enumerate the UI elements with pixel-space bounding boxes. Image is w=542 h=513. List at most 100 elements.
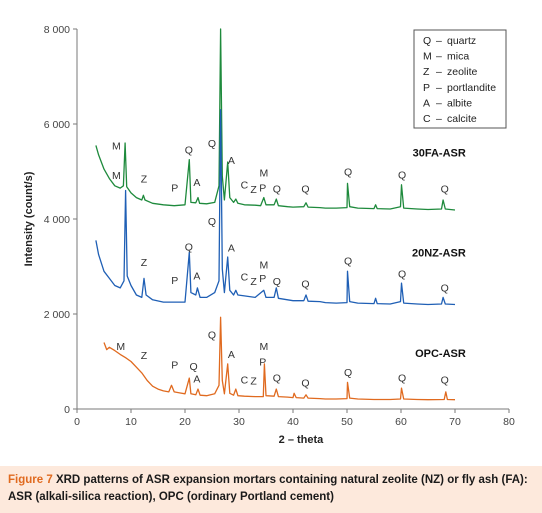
peak-annotation: P (171, 183, 178, 195)
peak-annotation: Q (273, 373, 281, 385)
peak-annotation: A (228, 243, 235, 255)
peak-annotation: C (241, 271, 249, 283)
y-tick-label: 6 000 (44, 119, 70, 131)
peak-annotation: Q (441, 282, 449, 294)
x-tick-label: 70 (449, 416, 461, 428)
peak-annotation: A (228, 349, 235, 361)
peak-annotation: Q (273, 184, 281, 196)
y-tick-label: 4 000 (44, 214, 70, 226)
peak-annotation: M (259, 167, 268, 179)
peak-annotation: Q (301, 184, 309, 196)
legend-dash: – (436, 35, 442, 47)
peak-annotation: Q (273, 276, 281, 288)
peak-annotation: M (116, 341, 125, 353)
peak-annotation: Q (344, 367, 352, 379)
legend-name: portlandite (447, 82, 496, 94)
x-tick-label: 40 (287, 416, 299, 428)
x-tick-label: 80 (503, 416, 515, 428)
caption-box (0, 466, 542, 513)
legend-symbol: C (423, 113, 431, 125)
series-label: 20NZ-ASR (412, 247, 466, 259)
peak-annotation: Z (141, 257, 148, 269)
peak-annotation: M (112, 170, 121, 182)
peak-annotation: P (171, 359, 178, 371)
peak-annotation: Q (208, 216, 216, 228)
legend-name: zeolite (447, 66, 478, 78)
peak-annotation: Q (301, 279, 309, 291)
peak-annotation: Q (185, 145, 193, 157)
legend-symbol: Q (423, 35, 431, 47)
x-tick-label: 30 (233, 416, 245, 428)
series-line-0 (95, 28, 456, 211)
peak-annotation: A (193, 177, 200, 189)
legend-name: quartz (447, 35, 476, 47)
legend-dash: – (436, 51, 442, 63)
peak-annotation: P (171, 275, 178, 287)
peak-annotation: Q (398, 169, 406, 181)
caption-line-2: ASR (alkali-silica reaction), OPC (ordin… (8, 491, 334, 503)
y-tick-label: 2 000 (44, 309, 70, 321)
legend-dash: – (436, 82, 442, 94)
peak-annotation: Z (141, 174, 148, 186)
peak-annotation: P (259, 357, 266, 369)
peak-annotation: A (228, 155, 235, 167)
peak-annotation: Z (250, 376, 257, 388)
peak-annotation: Q (301, 377, 309, 389)
peak-annotation: A (193, 374, 200, 386)
peak-annotation: P (259, 273, 266, 285)
y-axis-label: Intensity (count/s) (23, 171, 35, 266)
series-line-2 (103, 316, 456, 401)
peak-annotation: Q (441, 375, 449, 387)
peak-annotation: C (241, 179, 249, 191)
series-label: 30FA-ASR (413, 148, 466, 160)
peak-annotation: C (241, 375, 249, 387)
peak-annotation: Q (344, 255, 352, 267)
xrd-chart: 0 10 20 30 40 50 60 70 80 0 2 000 4 000 6 000 8 000 2 … (23, 24, 515, 446)
peak-annotation: M (259, 341, 268, 353)
peak-annotation: P (259, 183, 266, 195)
peak-annotation: Q (398, 373, 406, 385)
peak-annotation: Q (208, 138, 216, 150)
peak-annotation: M (259, 260, 268, 272)
peak-annotation: A (193, 271, 200, 283)
y-tick-label: 8 000 (44, 24, 70, 36)
legend-name: calcite (447, 113, 477, 125)
series-label: OPC-ASR (415, 348, 466, 360)
x-tick-label: 60 (395, 416, 407, 428)
caption-figure-label: Figure 7 (8, 474, 53, 486)
peak-annotation: Q (344, 167, 352, 179)
figure-caption: Figure 7 XRD patterns of ASR expansion m… (8, 472, 536, 506)
series-layer: 30FA-ASR 20NZ-ASR OPC-ASR (95, 28, 466, 401)
x-tick-label: 0 (74, 416, 80, 428)
legend-symbol: A (423, 97, 430, 109)
peak-annotation: Z (250, 276, 257, 288)
peak-annotation: Q (190, 361, 198, 373)
peak-annotation: Q (185, 242, 193, 254)
legend-dash: – (436, 113, 442, 125)
peak-annotation: M (112, 140, 121, 152)
caption-line-1: XRD patterns of ASR expansion mortars co… (55, 474, 528, 486)
peak-annotation: Q (208, 329, 216, 341)
legend-box (413, 29, 507, 129)
y-tick-label: 0 (64, 404, 70, 416)
x-tick-label: 10 (125, 416, 137, 428)
legend-dash: – (436, 66, 442, 78)
peak-annotation: Q (398, 269, 406, 281)
legend-symbol: P (423, 82, 430, 94)
peak-annotation: Q (441, 184, 449, 196)
x-axis-label: 2 – theta (279, 434, 325, 446)
legend-symbol: Z (423, 66, 430, 78)
legend-name: albite (447, 97, 472, 109)
peak-annotation: Z (141, 350, 148, 362)
legend-dash: – (436, 97, 442, 109)
x-tick-label: 50 (341, 416, 353, 428)
x-tick-label: 20 (179, 416, 191, 428)
legend-symbol: M (423, 51, 432, 63)
series-line-1 (95, 109, 456, 306)
legend-name: mica (447, 51, 469, 63)
peak-annotation: Z (250, 184, 257, 196)
chart-axes: 0 10 20 30 40 50 60 70 80 0 2 000 4 000 6 000 8 000 2 … (23, 24, 515, 446)
